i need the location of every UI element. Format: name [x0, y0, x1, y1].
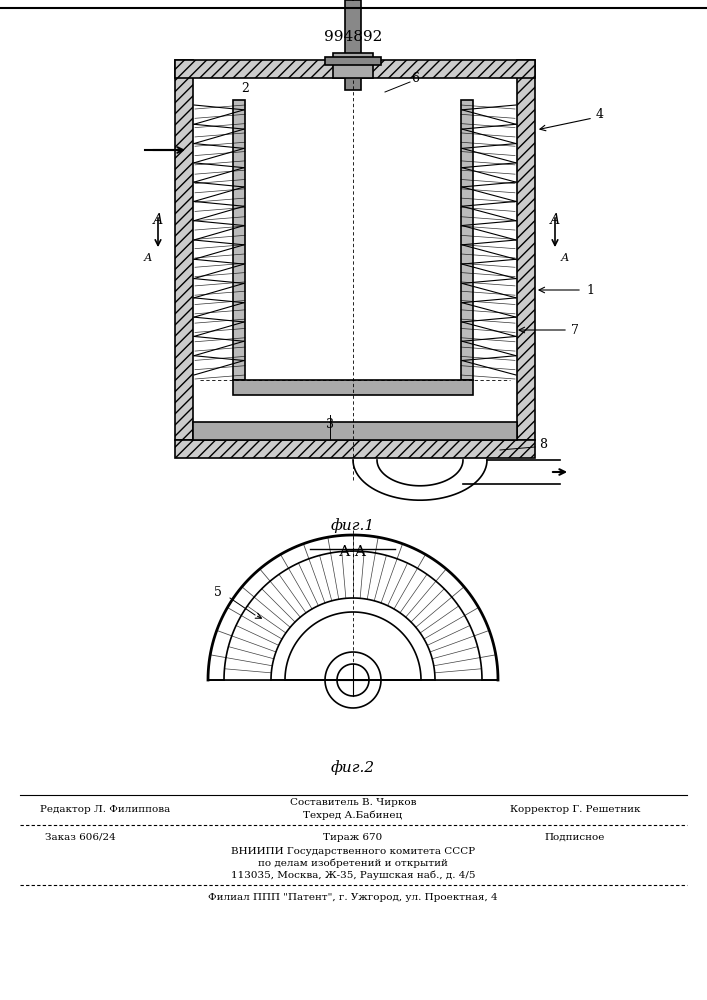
- Text: по делам изобретений и открытий: по делам изобретений и открытий: [258, 859, 448, 868]
- Bar: [325, 57, 381, 65]
- Text: Корректор Г. Решетник: Корректор Г. Решетник: [510, 805, 641, 814]
- Bar: [175, 440, 535, 458]
- Text: Техред А.Бабинец: Техред А.Бабинец: [303, 810, 402, 820]
- Text: А: А: [561, 253, 569, 263]
- Text: А-А: А-А: [339, 545, 367, 559]
- Text: Заказ 606/24: Заказ 606/24: [45, 833, 115, 842]
- Text: Составитель В. Чирков: Составитель В. Чирков: [290, 798, 416, 807]
- Bar: [233, 380, 473, 395]
- Text: А: А: [550, 213, 560, 227]
- Text: 4: 4: [596, 108, 604, 121]
- Bar: [345, 0, 361, 90]
- Bar: [233, 100, 245, 380]
- Text: фиг.1: фиг.1: [331, 518, 375, 533]
- Text: 6: 6: [411, 72, 419, 85]
- Text: 1: 1: [586, 284, 594, 296]
- Bar: [193, 422, 517, 440]
- Text: Подписное: Подписное: [545, 833, 605, 842]
- Bar: [333, 53, 373, 78]
- Text: Редактор Л. Филиппова: Редактор Л. Филиппова: [40, 805, 170, 814]
- Bar: [517, 60, 535, 440]
- Text: 994892: 994892: [324, 30, 382, 44]
- Text: 113035, Москва, Ж-35, Раушская наб., д. 4/5: 113035, Москва, Ж-35, Раушская наб., д. …: [230, 871, 475, 880]
- Text: А: А: [153, 213, 163, 227]
- Bar: [175, 60, 193, 440]
- Text: 8: 8: [539, 438, 547, 452]
- Text: 5: 5: [214, 585, 222, 598]
- Bar: [461, 100, 473, 380]
- Text: Тираж 670: Тираж 670: [323, 833, 382, 842]
- Text: Филиал ППП "Патент", г. Ужгород, ул. Проектная, 4: Филиал ППП "Патент", г. Ужгород, ул. Про…: [208, 893, 498, 902]
- Text: 7: 7: [571, 324, 579, 336]
- Text: 2: 2: [241, 82, 249, 95]
- Text: ВНИИПИ Государственного комитета СССР: ВНИИПИ Государственного комитета СССР: [231, 847, 475, 856]
- Text: А: А: [144, 253, 152, 263]
- Text: фиг.2: фиг.2: [331, 760, 375, 775]
- Text: 3: 3: [326, 418, 334, 432]
- Bar: [175, 60, 535, 78]
